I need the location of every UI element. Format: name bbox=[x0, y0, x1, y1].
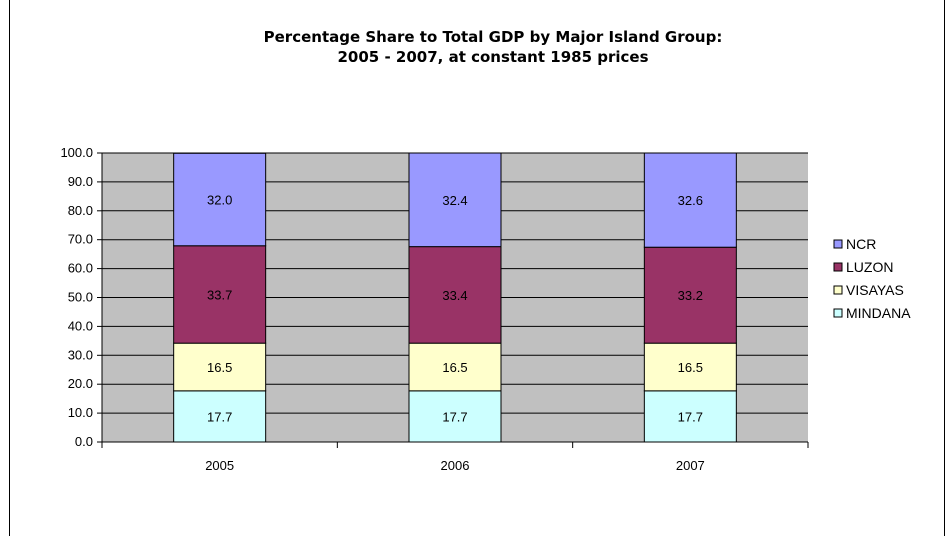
bar-segment-mindana bbox=[173, 390, 267, 443]
y-tick-label: 90.0 bbox=[68, 174, 93, 189]
legend-swatch-mindana bbox=[833, 308, 843, 318]
legend-label: MINDANA bbox=[846, 305, 911, 321]
data-label: 32.4 bbox=[442, 193, 467, 208]
y-tick-label: 40.0 bbox=[68, 318, 93, 333]
chart-subtitle: 2005 - 2007, at constant 1985 prices bbox=[337, 48, 648, 66]
y-tick-label: 70.0 bbox=[68, 232, 93, 247]
data-label: 33.2 bbox=[678, 288, 703, 303]
y-tick-label: 10.0 bbox=[68, 405, 93, 420]
bar-segment-luzon bbox=[643, 246, 737, 344]
chart-title: Percentage Share to Total GDP by Major I… bbox=[264, 28, 723, 46]
y-tick-label: 60.0 bbox=[68, 261, 93, 276]
data-label: 32.0 bbox=[207, 193, 232, 208]
bar-segment-visayas bbox=[643, 342, 737, 392]
bar-segment-ncr bbox=[173, 152, 267, 247]
plot-area: 0.0 10.0 20.0 30.0 40.0 50.0 60.0 70.0 80.0 90.0 1… bbox=[60, 145, 809, 473]
data-label: 33.4 bbox=[442, 288, 467, 303]
data-label: 33.7 bbox=[207, 287, 232, 302]
x-tick-label: 2007 bbox=[676, 458, 705, 473]
data-label: 16.5 bbox=[678, 360, 703, 375]
legend-swatch-ncr bbox=[833, 239, 843, 249]
y-tick-label: 30.0 bbox=[68, 347, 93, 362]
data-label: 16.5 bbox=[442, 360, 467, 375]
data-label: 17.7 bbox=[207, 409, 232, 424]
bar-segment-visayas bbox=[173, 342, 267, 392]
data-label: 16.5 bbox=[207, 360, 232, 375]
legend-label: NCR bbox=[846, 236, 876, 252]
y-tick-label: 80.0 bbox=[68, 203, 93, 218]
legend-label: LUZON bbox=[846, 259, 893, 275]
bar-segment-visayas bbox=[408, 342, 502, 392]
legend-swatch-visayas bbox=[833, 285, 843, 295]
bar-segment-luzon bbox=[408, 246, 502, 344]
x-tick-label: 2005 bbox=[205, 458, 234, 473]
y-tick-label: 0.0 bbox=[75, 434, 93, 449]
y-tick-label: 50.0 bbox=[68, 290, 93, 305]
data-label: 17.7 bbox=[442, 409, 467, 424]
y-tick-label: 20.0 bbox=[68, 376, 93, 391]
x-tick-label: 2006 bbox=[441, 458, 470, 473]
data-label: 17.7 bbox=[678, 409, 703, 424]
bar-segment-luzon bbox=[173, 245, 267, 344]
data-label: 32.6 bbox=[678, 193, 703, 208]
bar-segment-mindana bbox=[643, 390, 737, 443]
legend-label: VISAYAS bbox=[846, 282, 904, 298]
bar-segment-ncr bbox=[643, 152, 737, 248]
y-tick-label: 100.0 bbox=[60, 145, 93, 160]
legend-swatch-luzon bbox=[833, 262, 843, 272]
bar-segment-mindana bbox=[408, 390, 502, 443]
bar-segment-ncr bbox=[408, 152, 502, 248]
legend: NCR LUZON VISAYAS MINDANA bbox=[833, 236, 911, 321]
